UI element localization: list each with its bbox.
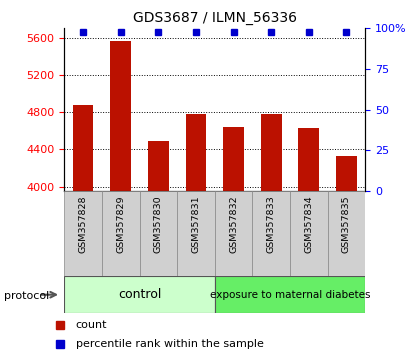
Text: GSM357830: GSM357830 [154,195,163,253]
Text: GSM357833: GSM357833 [267,195,276,253]
Text: GSM357832: GSM357832 [229,195,238,253]
Text: exposure to maternal diabetes: exposure to maternal diabetes [210,290,370,300]
Text: GSM357831: GSM357831 [191,195,200,253]
Text: protocol: protocol [4,291,49,301]
Text: count: count [76,320,107,330]
Title: GDS3687 / ILMN_56336: GDS3687 / ILMN_56336 [133,11,297,24]
Bar [252,191,290,276]
Text: control: control [118,288,161,301]
Bar [148,141,168,191]
Text: percentile rank within the sample: percentile rank within the sample [76,339,264,349]
Bar [327,191,365,276]
Bar [215,276,365,313]
Text: GSM357834: GSM357834 [304,195,313,253]
Bar [223,127,244,191]
Bar [73,105,93,191]
Bar [336,156,357,191]
Bar [110,41,131,191]
Bar [215,191,252,276]
Bar [64,191,102,276]
Bar [186,114,206,191]
Text: GSM357835: GSM357835 [342,195,351,253]
Bar [261,114,281,191]
Bar [102,191,139,276]
Bar [177,191,215,276]
Bar [298,128,319,191]
Bar [64,276,215,313]
Text: GSM357829: GSM357829 [116,195,125,253]
Bar [139,191,177,276]
Bar [290,191,327,276]
Text: GSM357828: GSM357828 [78,195,88,253]
